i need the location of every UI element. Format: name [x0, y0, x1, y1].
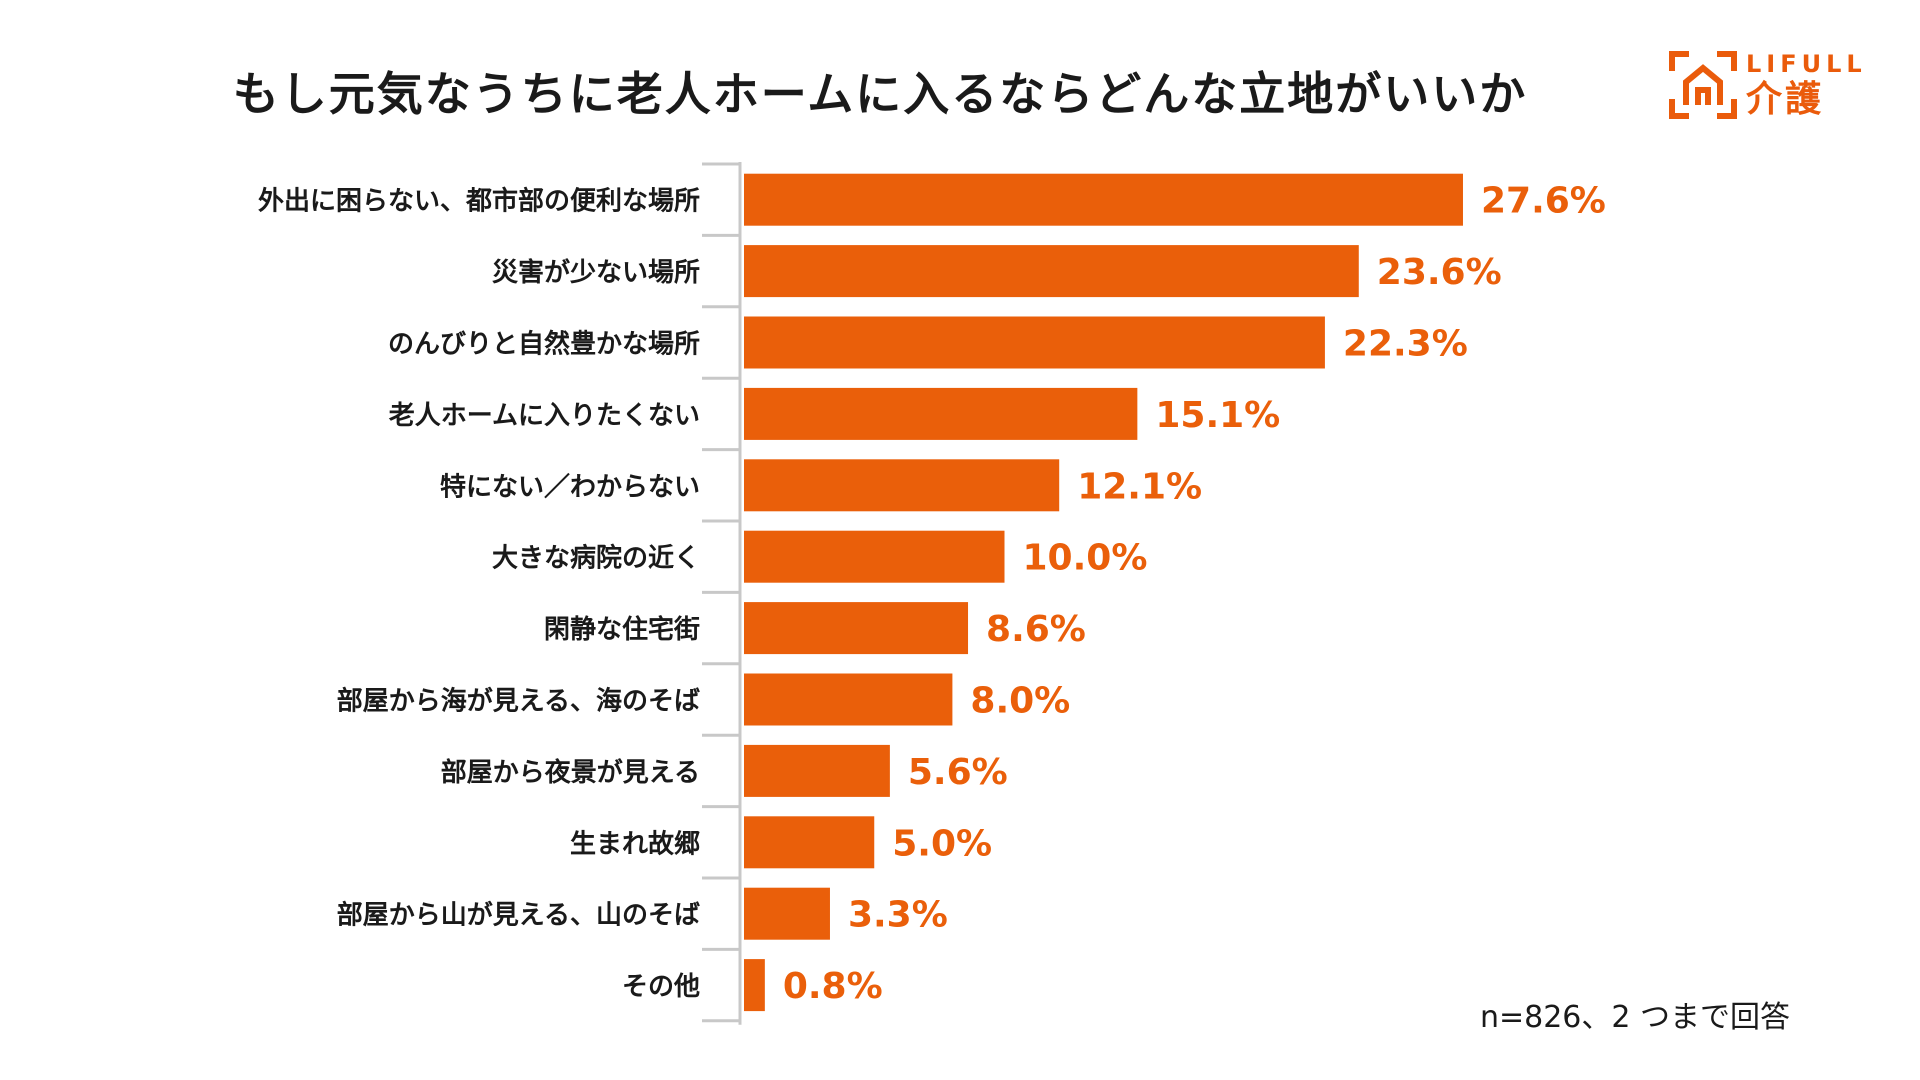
value-label: 10.0%	[1023, 538, 1148, 579]
bar	[744, 530, 1005, 583]
value-label: 5.0%	[892, 823, 992, 864]
logo-sub-text: 介護	[1746, 79, 1825, 120]
bar	[744, 602, 969, 655]
category-label: 大きな病院の近く	[492, 543, 700, 574]
value-label: 8.6%	[986, 609, 1086, 650]
category-label: 部屋から山が見える、山のそば	[337, 900, 700, 931]
value-label: 3.3%	[848, 895, 948, 936]
category-label: 部屋から海が見える、海のそば	[337, 686, 700, 717]
category-label: 部屋から夜景が見える	[441, 757, 700, 788]
bar	[744, 173, 1463, 226]
category-label: その他	[622, 972, 700, 1002]
bar	[744, 459, 1060, 512]
value-label: 23.6%	[1377, 252, 1502, 293]
category-label: 特にない／わからない	[440, 471, 700, 502]
value-label: 22.3%	[1343, 324, 1468, 365]
value-label: 27.6%	[1481, 181, 1606, 222]
bar	[744, 744, 890, 797]
value-label: 12.1%	[1077, 466, 1202, 507]
category-label: のんびりと自然豊かな場所	[388, 329, 700, 360]
value-label: 15.1%	[1155, 395, 1280, 436]
bar	[744, 245, 1359, 298]
category-label: 閑静な住宅街	[544, 614, 700, 645]
bar	[744, 316, 1325, 369]
category-label: 外出に困らない、都市部の便利な場所	[258, 186, 700, 217]
category-label: 災害が少ない場所	[492, 257, 700, 288]
logo-brand-text: LIFULL	[1746, 50, 1867, 78]
bar	[744, 816, 875, 869]
category-label: 老人ホームに入りたくない	[389, 401, 700, 431]
category-label: 生まれ故郷	[570, 829, 700, 859]
bar	[744, 887, 830, 940]
sample-size-note: n=826、2 つまで回答	[1479, 1000, 1790, 1035]
bar	[744, 673, 953, 726]
chart-title: もし元気なうちに老人ホームに入るならどんな立地がいいか	[232, 67, 1528, 121]
value-label: 0.8%	[783, 966, 883, 1007]
bar-chart: 外出に困らない、都市部の便利な場所 27.6% 災害が少ない場所 23.6% のんびりと…	[258, 162, 1606, 1025]
lifull-kaigo-logo: LIFULL 介護	[1668, 50, 1878, 122]
value-label: 8.0%	[970, 681, 1070, 722]
value-label: 5.6%	[908, 752, 1008, 793]
bar	[744, 959, 765, 1012]
bar	[744, 387, 1138, 440]
house-logo-icon	[1669, 51, 1737, 119]
